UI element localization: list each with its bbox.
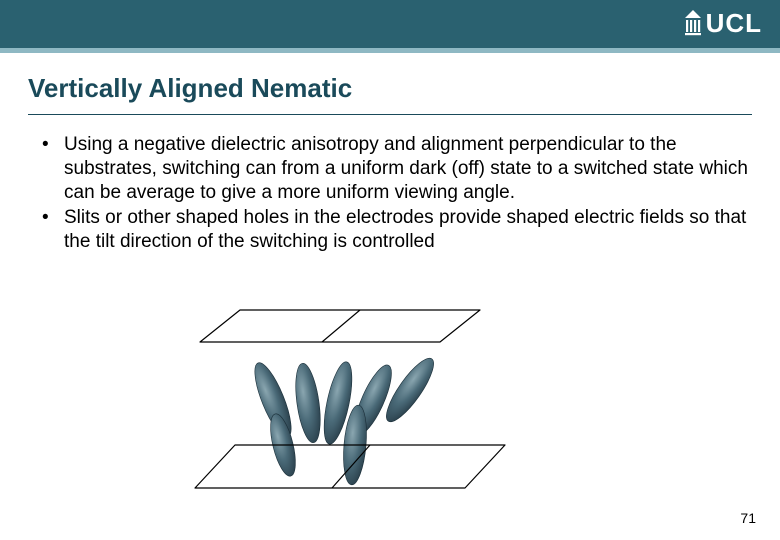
slide-title: Vertically Aligned Nematic <box>28 73 752 104</box>
bullet-list: Using a negative dielectric anisotropy a… <box>28 133 752 254</box>
logo-text: UCL <box>706 8 762 39</box>
portico-icon <box>684 10 702 38</box>
list-item: Using a negative dielectric anisotropy a… <box>38 133 752 204</box>
logo: UCL <box>684 8 762 39</box>
slide-content: Vertically Aligned Nematic Using a negat… <box>0 53 780 254</box>
page-number: 71 <box>740 510 756 526</box>
lc-diagram <box>180 290 550 490</box>
list-item: Slits or other shaped holes in the elect… <box>38 206 752 254</box>
title-underline <box>28 114 752 115</box>
header-bar: UCL <box>0 0 780 48</box>
